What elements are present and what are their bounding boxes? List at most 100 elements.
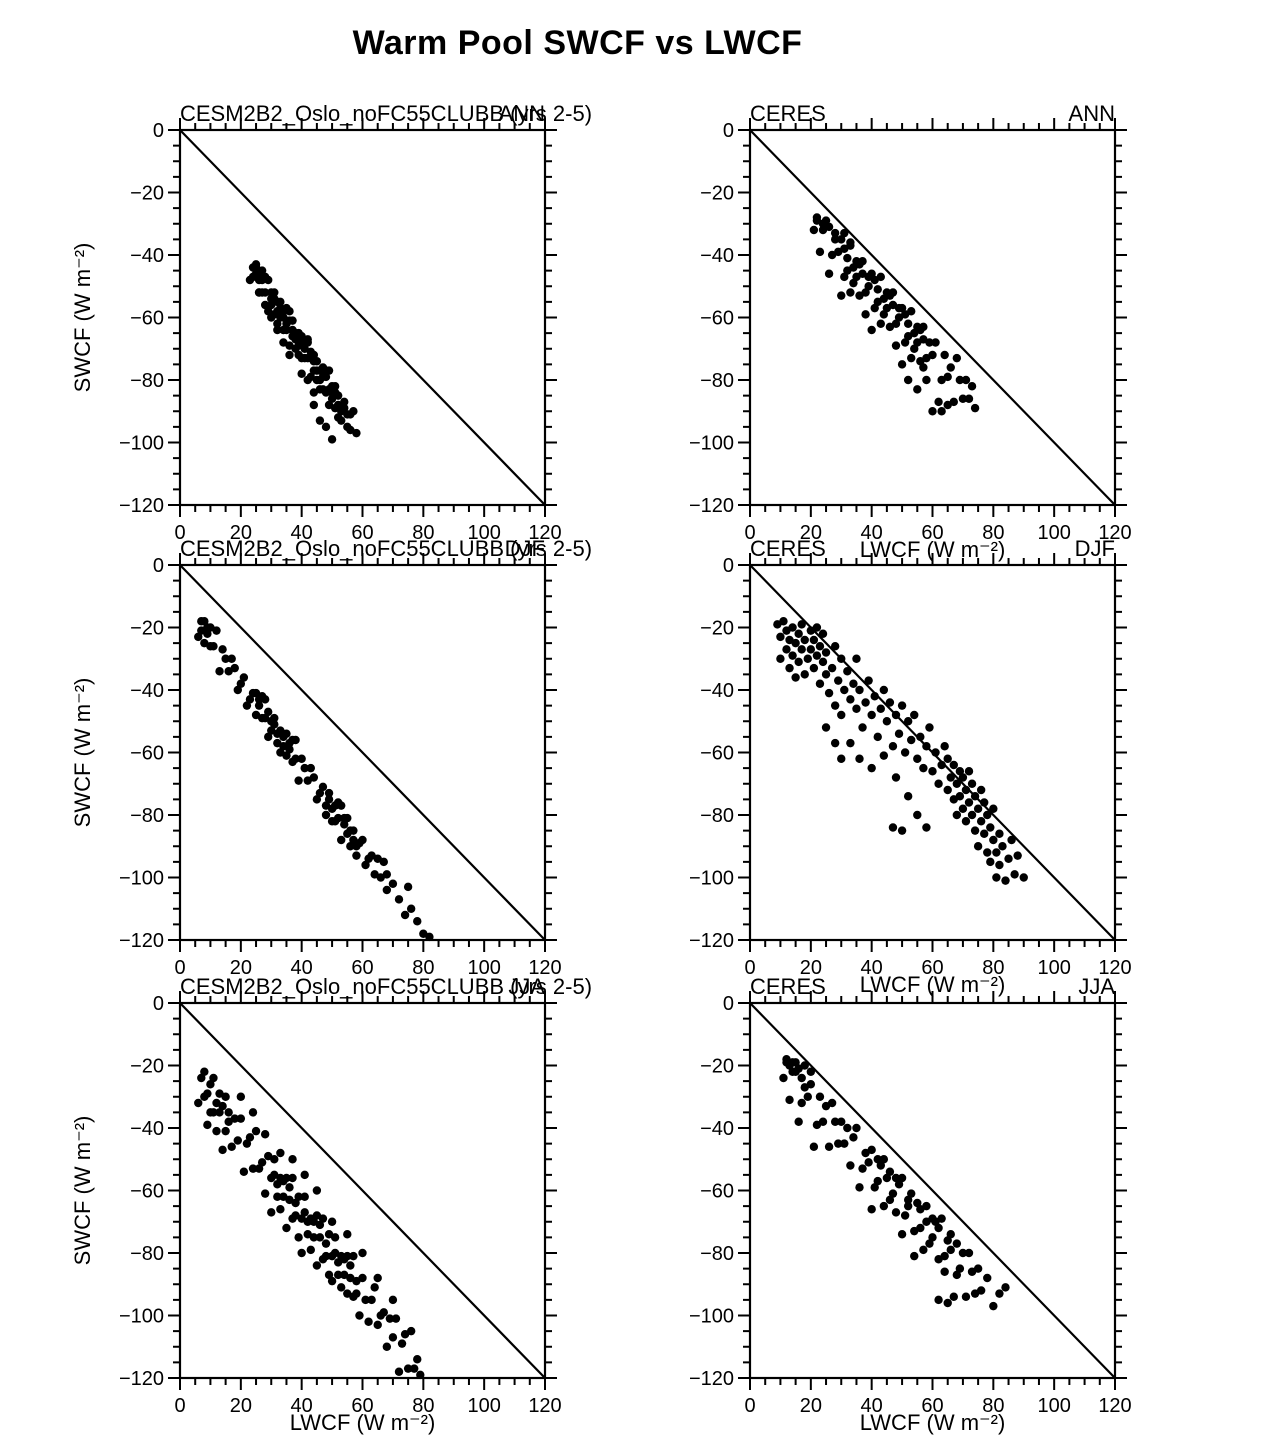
scatter-point xyxy=(403,1364,413,1373)
scatter-point xyxy=(943,400,952,410)
y-tick-label: −120 xyxy=(689,1368,734,1390)
x-tick-label: 0 xyxy=(174,522,185,544)
scatter-point xyxy=(852,1123,861,1133)
scatter-point xyxy=(967,382,977,391)
x-tick-label: 40 xyxy=(291,522,313,544)
scatter-point xyxy=(779,617,788,626)
scatter-point xyxy=(989,804,998,813)
scatter-point xyxy=(897,303,907,313)
scatter-point xyxy=(818,657,828,667)
scatter-point xyxy=(309,1233,319,1242)
scatter-point xyxy=(913,1198,922,1208)
scatter-point xyxy=(818,1117,828,1126)
y-axis-label: SWCF (W m⁻²) xyxy=(70,678,95,828)
scatter-point xyxy=(846,695,855,704)
scatter-point xyxy=(358,1273,367,1283)
scatter-point xyxy=(410,1364,419,1373)
x-tick-label: 120 xyxy=(1098,957,1131,979)
scatter-point xyxy=(218,1101,227,1111)
scatter-point xyxy=(998,842,1007,851)
scatter-point xyxy=(194,632,203,642)
x-tick-label: 80 xyxy=(412,1395,434,1417)
scatter-point xyxy=(970,792,980,801)
scatter-point xyxy=(827,1098,837,1108)
scatter-point xyxy=(928,350,937,360)
scatter-point xyxy=(785,1061,794,1070)
scatter-point xyxy=(785,663,794,673)
x-tick-label: 0 xyxy=(174,957,185,979)
scatter-point xyxy=(221,654,230,663)
scatter-point xyxy=(919,363,928,372)
scatter-point xyxy=(931,748,940,757)
scatter-point xyxy=(849,679,858,688)
scatter-point xyxy=(260,1130,270,1139)
scatter-point xyxy=(306,1245,315,1255)
scatter-point xyxy=(821,670,831,679)
x-axis-label: LWCF (W m⁻²) xyxy=(860,1410,1006,1435)
scatter-point xyxy=(264,732,273,742)
scatter-point xyxy=(812,651,822,660)
scatter-point xyxy=(858,723,867,732)
scatter-point xyxy=(986,823,995,832)
scatter-point xyxy=(809,663,819,673)
scatter-point xyxy=(352,428,361,438)
scatter-point xyxy=(227,654,236,663)
one-to-one-line xyxy=(749,129,1116,506)
scatter-point xyxy=(830,1117,840,1126)
scatter-point xyxy=(900,748,910,757)
scatter-point xyxy=(276,297,285,307)
scatter-point xyxy=(200,1067,209,1076)
x-tick-label: 100 xyxy=(467,957,500,979)
x-tick-label: 0 xyxy=(174,1395,185,1417)
scatter-point xyxy=(273,319,282,328)
scatter-point xyxy=(897,1230,907,1239)
axis-ticks xyxy=(738,991,1127,1390)
scatter-point xyxy=(273,1192,282,1201)
scatter-point xyxy=(882,717,892,726)
scatter-point xyxy=(897,701,907,710)
y-tick-label: −40 xyxy=(130,680,164,702)
scatter-point xyxy=(297,1248,306,1258)
scatter-point xyxy=(837,754,846,763)
scatter-point xyxy=(324,366,334,375)
scatter-point xyxy=(224,1108,233,1117)
scatter-points xyxy=(245,260,361,444)
scatter-point xyxy=(934,779,943,788)
scatter-point xyxy=(876,1161,885,1170)
scatter-point xyxy=(309,350,319,360)
scatter-point xyxy=(330,382,340,391)
scatter-point xyxy=(970,826,980,835)
scatter-point xyxy=(388,1295,398,1305)
scatter-point xyxy=(291,735,300,745)
scatter-point xyxy=(254,1164,264,1173)
scatter-point xyxy=(897,360,907,369)
scatter-point xyxy=(870,1183,879,1192)
scatter-point xyxy=(995,829,1004,838)
scatter-point xyxy=(806,1080,816,1089)
scatter-point xyxy=(931,338,940,347)
scatter-point xyxy=(303,335,312,344)
scatter-point xyxy=(233,685,242,695)
x-tick-label: 100 xyxy=(1037,957,1070,979)
scatter-point xyxy=(989,835,998,845)
scatter-point xyxy=(834,1139,843,1148)
scatter-point xyxy=(897,826,907,835)
y-tick-label: −100 xyxy=(119,433,164,455)
scatter-point xyxy=(849,278,858,288)
scatter-point xyxy=(239,1167,249,1176)
scatter-point xyxy=(830,738,840,748)
scatter-point xyxy=(852,704,861,713)
scatter-point xyxy=(358,835,367,845)
scatter-point xyxy=(245,695,255,704)
scatter-point xyxy=(321,1251,331,1261)
scatter-point xyxy=(203,1120,212,1130)
panel-title-left: CESM2B2_Oslo_noFC55CLUBB (yrs 2-5) xyxy=(180,101,592,126)
y-tick-label: −60 xyxy=(700,308,734,330)
scatter-point xyxy=(282,325,291,335)
scatter-point xyxy=(843,1123,852,1133)
scatter-point xyxy=(879,751,889,760)
scatter-point xyxy=(382,885,392,895)
scatter-point xyxy=(940,1251,949,1261)
x-tick-label: 120 xyxy=(1098,1395,1131,1417)
scatter-point xyxy=(903,375,913,385)
